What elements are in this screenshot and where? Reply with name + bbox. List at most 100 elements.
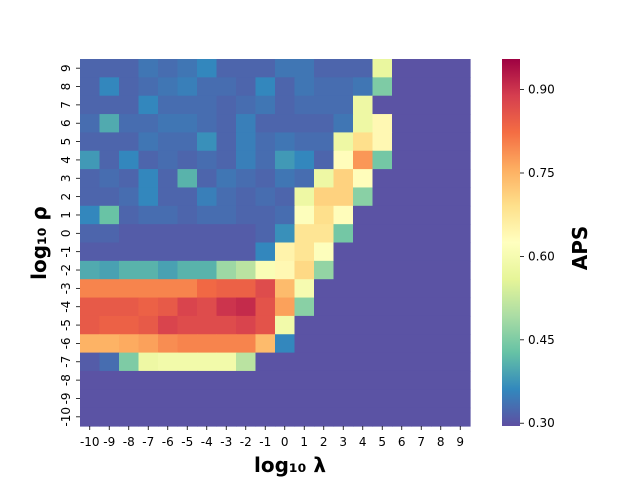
heatmap-cell — [275, 297, 296, 317]
x-tick-label: -3 — [220, 435, 232, 449]
x-tick-label: 5 — [378, 435, 386, 449]
heatmap-cell — [450, 114, 471, 133]
heatmap-cell — [314, 169, 335, 189]
heatmap-cell — [138, 315, 159, 335]
heatmap-cell — [216, 150, 237, 170]
colorbar — [502, 59, 520, 426]
heatmap-cell — [372, 407, 393, 427]
heatmap-cell — [177, 297, 198, 317]
y-tick-label: -2 — [59, 264, 73, 276]
heatmap-cell — [431, 389, 452, 409]
heatmap-cell — [138, 242, 159, 262]
heatmap-cell — [99, 315, 120, 335]
heatmap-cell — [177, 77, 198, 97]
heatmap-cell — [353, 95, 374, 115]
heatmap-cell — [216, 389, 237, 409]
heatmap-cell — [333, 242, 354, 262]
heatmap-cell — [372, 95, 393, 115]
heatmap-cell — [333, 224, 354, 244]
heatmap-cell — [353, 334, 374, 354]
heatmap-cell — [294, 187, 315, 207]
heatmap-cell — [158, 132, 179, 152]
heatmap-cell — [431, 150, 452, 170]
heatmap-cell — [392, 59, 413, 78]
y-tick-label: -6 — [59, 337, 73, 349]
heatmap-cell — [411, 260, 432, 280]
heatmap-cell — [255, 224, 276, 244]
heatmap-cell — [158, 95, 179, 115]
heatmap-cell — [177, 242, 198, 262]
heatmap-cell — [275, 370, 296, 390]
heatmap-cell — [275, 260, 296, 280]
heatmap-cell — [80, 59, 101, 78]
heatmap-cell — [99, 169, 120, 189]
heatmap-cell — [411, 389, 432, 409]
heatmap-cell — [333, 77, 354, 97]
heatmap-cell — [314, 297, 335, 317]
heatmap-cell — [314, 132, 335, 152]
heatmap-cell — [294, 389, 315, 409]
heatmap-cell — [372, 132, 393, 152]
heatmap-cell — [158, 407, 179, 427]
heatmap-cell — [372, 224, 393, 244]
heatmap-cell — [255, 95, 276, 115]
heatmap-cell — [119, 315, 140, 335]
heatmap-cell — [431, 370, 452, 390]
heatmap-cell — [450, 407, 471, 427]
heatmap-cell — [372, 352, 393, 372]
heatmap-cell — [275, 279, 296, 299]
heatmap-cell — [177, 150, 198, 170]
heatmap-cell — [80, 370, 101, 390]
heatmap-cell — [119, 150, 140, 170]
x-tick-label: -6 — [162, 435, 174, 449]
heatmap-cell — [119, 169, 140, 189]
heatmap-cell — [353, 315, 374, 335]
heatmap-cell — [197, 132, 218, 152]
heatmap-cell — [236, 132, 257, 152]
heatmap-cell — [99, 370, 120, 390]
heatmap-cell — [333, 150, 354, 170]
heatmap-cell — [138, 352, 159, 372]
y-tick-label: -4 — [59, 301, 73, 313]
y-tick-label: 2 — [59, 193, 73, 201]
heatmap-cell — [197, 169, 218, 189]
heatmap-cell — [236, 205, 257, 225]
heatmap-cell — [99, 132, 120, 152]
heatmap-cell — [353, 242, 374, 262]
heatmap-cell — [119, 242, 140, 262]
heatmap-cell — [99, 187, 120, 207]
heatmap-cell — [431, 114, 452, 133]
heatmap-cell — [119, 205, 140, 225]
heatmap-cell — [236, 77, 257, 97]
heatmap-cell — [177, 95, 198, 115]
heatmap-cell — [197, 370, 218, 390]
heatmap-cell — [177, 205, 198, 225]
heatmap-cell — [314, 59, 335, 78]
heatmap-cell — [216, 95, 237, 115]
heatmap-cell — [353, 150, 374, 170]
heatmap-cell — [372, 260, 393, 280]
heatmap-cell — [216, 169, 237, 189]
x-tick-label: -5 — [181, 435, 193, 449]
heatmap-cell — [236, 260, 257, 280]
y-tick-label: -1 — [59, 246, 73, 258]
x-tick-label: 2 — [320, 435, 328, 449]
x-tick-label: 3 — [339, 435, 347, 449]
heatmap-cell — [392, 242, 413, 262]
heatmap-cell — [372, 370, 393, 390]
heatmap-cell — [255, 59, 276, 78]
heatmap-cell — [255, 315, 276, 335]
heatmap-cell — [392, 352, 413, 372]
heatmap-cell — [138, 114, 159, 133]
heatmap-cell — [333, 352, 354, 372]
x-tick-label: 0 — [281, 435, 289, 449]
heatmap-cell — [216, 242, 237, 262]
heatmap-cell — [431, 260, 452, 280]
heatmap-cell — [392, 279, 413, 299]
heatmap-cell — [353, 352, 374, 372]
heatmap-cell — [99, 260, 120, 280]
heatmap-cell — [99, 59, 120, 78]
heatmap-cell — [372, 150, 393, 170]
heatmap-cell — [392, 187, 413, 207]
heatmap-cell — [99, 77, 120, 97]
